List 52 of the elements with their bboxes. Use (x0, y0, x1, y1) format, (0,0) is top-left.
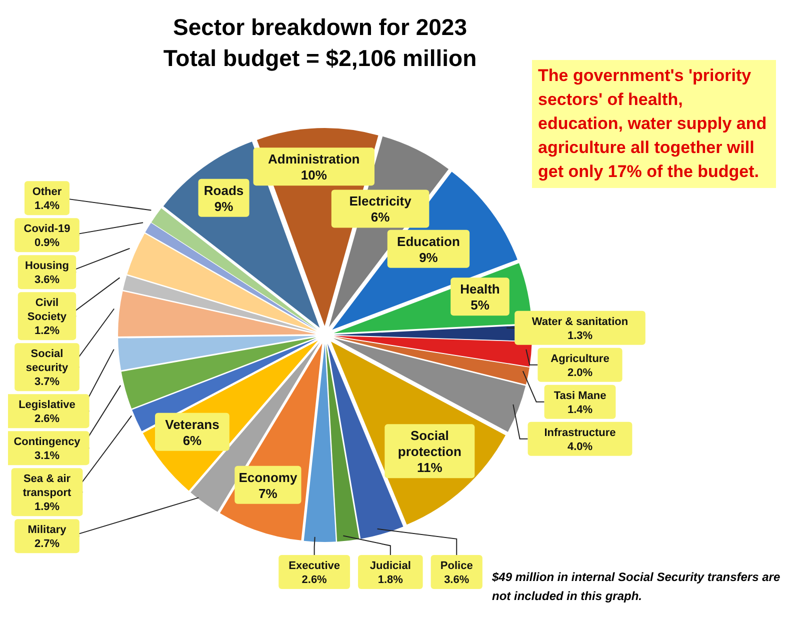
slice-label: Contingency (14, 436, 82, 448)
text: $49 million in internal Social Security transfers are not included in this graph. (492, 569, 782, 605)
slice-label: Legislative (18, 399, 76, 412)
slice-label: Water & sanitation (532, 316, 628, 328)
data-label: 3.6% (444, 574, 470, 586)
data-label: 1.3% (567, 330, 593, 342)
data-label: 2.6% (302, 574, 328, 586)
data-label: 10% (300, 168, 328, 183)
slice-label: Police (440, 560, 473, 572)
data-label: 0.9% (34, 237, 60, 250)
data-label: 9% (214, 198, 234, 214)
data-label: 1.4% (34, 200, 60, 212)
data-label: 3.6% (34, 274, 60, 286)
text: The government's 'priority sectors' of health, education, water supply and agriculture all together will get only 17% of the budget. (532, 60, 776, 188)
data-label: 7% (258, 486, 278, 501)
data-label: 6% (370, 210, 390, 225)
slice-label: Education (397, 234, 460, 249)
slice-label: Civil Society (27, 297, 68, 324)
data-label: 9% (419, 250, 438, 265)
data-label: 2.7% (34, 538, 60, 550)
data-label: 11% (417, 460, 443, 476)
data-label: 6% (182, 432, 202, 448)
data-label: 1.2% (34, 325, 60, 338)
data-label: 1.4% (567, 404, 593, 416)
data-label: 3.7% (34, 376, 60, 388)
slice-label: Economy (238, 470, 298, 485)
slice-label: Agriculture (550, 352, 610, 365)
data-label: 1.9% (34, 501, 60, 514)
slice-label: Social security (26, 348, 69, 374)
slice-label: Health (460, 282, 500, 297)
chart-subtitle: Total budget = $2,106 million (162, 44, 478, 73)
slice-label: Administration (268, 152, 360, 167)
slice-label: Housing (25, 260, 69, 272)
data-label: 4.0% (567, 440, 593, 453)
data-label: 2.0% (567, 366, 593, 379)
slice-label: Social protection (398, 428, 462, 460)
data-label: 3.1% (34, 450, 60, 462)
slice-label: Tasi Mane (554, 390, 606, 402)
data-label: 1.8% (378, 574, 404, 586)
slice-label: Veterans (165, 416, 220, 432)
slice-label: Infrastructure (544, 426, 616, 439)
data-label: 5% (470, 298, 490, 313)
slice-label: Judicial (370, 560, 411, 572)
chart-title: Sector breakdown for 2023 (172, 13, 468, 42)
slice-label: Electricity (349, 194, 412, 209)
data-label: 2.6% (34, 413, 60, 426)
slice-label: Military (28, 524, 68, 536)
slice-label: Sea & air transport (22, 473, 72, 500)
slice-label: Covid-19 (24, 223, 70, 236)
slice-label: Roads (204, 182, 244, 198)
slice-label: Executive (288, 560, 340, 572)
slice-label: Other (32, 186, 62, 198)
